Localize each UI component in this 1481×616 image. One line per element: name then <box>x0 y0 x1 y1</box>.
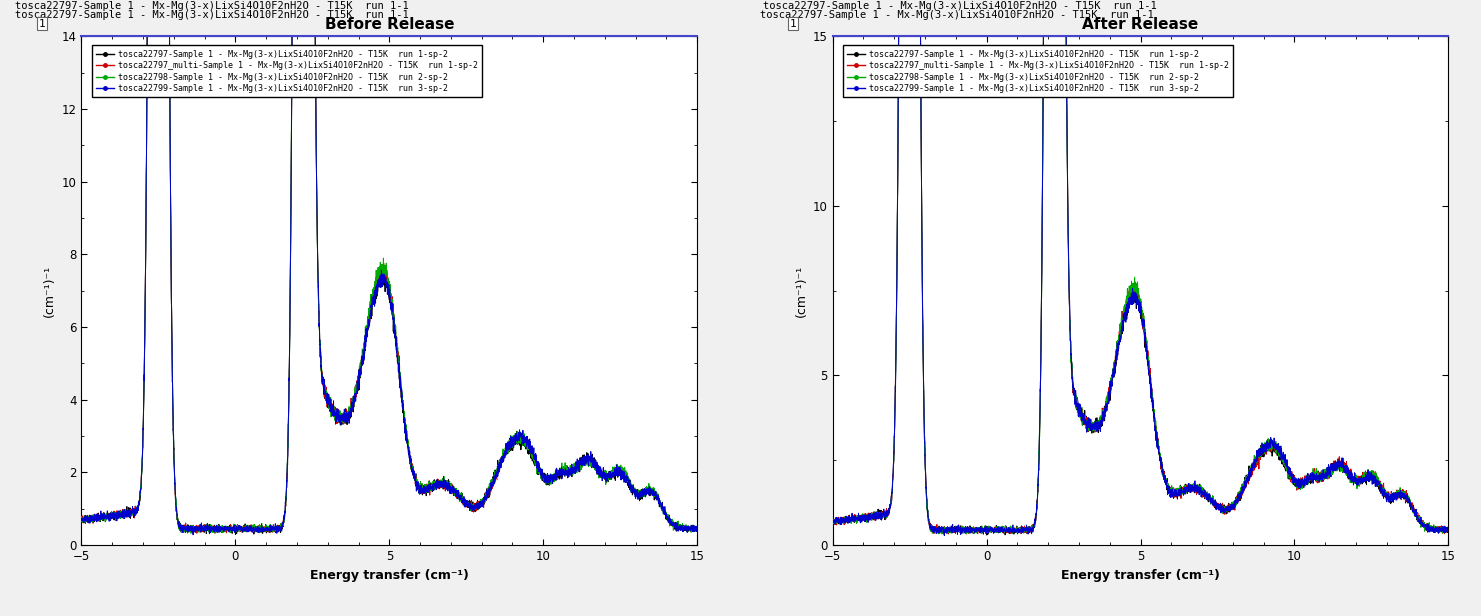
Y-axis label: (cm⁻¹)⁻¹: (cm⁻¹)⁻¹ <box>794 265 807 317</box>
Text: tosca22797-Sample 1 - Mx-Mg(3-x)LixSi4O10F2nH2O - T15K  run 1-1: tosca22797-Sample 1 - Mx-Mg(3-x)LixSi4O1… <box>15 10 409 20</box>
Text: tosca22797-Sample 1 - Mx-Mg(3-x)LixSi4O10F2nH2O - T15K  run 1-1: tosca22797-Sample 1 - Mx-Mg(3-x)LixSi4O1… <box>763 1 1157 11</box>
Legend: tosca22797-Sample 1 - Mx-Mg(3-x)LixSi4O10F2nH2O - T15K  run 1-sp-2, tosca22797_m: tosca22797-Sample 1 - Mx-Mg(3-x)LixSi4O1… <box>843 46 1234 97</box>
Title: Before Release: Before Release <box>324 17 455 32</box>
X-axis label: Energy transfer (cm⁻¹): Energy transfer (cm⁻¹) <box>1060 569 1220 582</box>
Text: 1: 1 <box>789 18 797 28</box>
Text: 1: 1 <box>39 18 44 28</box>
X-axis label: Energy transfer (cm⁻¹): Energy transfer (cm⁻¹) <box>310 569 469 582</box>
Legend: tosca22797-Sample 1 - Mx-Mg(3-x)LixSi4O10F2nH2O - T15K  run 1-sp-2, tosca22797_m: tosca22797-Sample 1 - Mx-Mg(3-x)LixSi4O1… <box>92 46 481 97</box>
Y-axis label: (cm⁻¹)⁻¹: (cm⁻¹)⁻¹ <box>43 265 56 317</box>
Text: tosca22797-Sample 1 - Mx-Mg(3-x)LixSi4O10F2nH2O - T15K  run 1-1: tosca22797-Sample 1 - Mx-Mg(3-x)LixSi4O1… <box>15 1 409 11</box>
Title: After Release: After Release <box>1083 17 1198 32</box>
Text: tosca22797-Sample 1 - Mx-Mg(3-x)LixSi4O10F2nH2O - T15K  run 1-1: tosca22797-Sample 1 - Mx-Mg(3-x)LixSi4O1… <box>760 10 1154 20</box>
